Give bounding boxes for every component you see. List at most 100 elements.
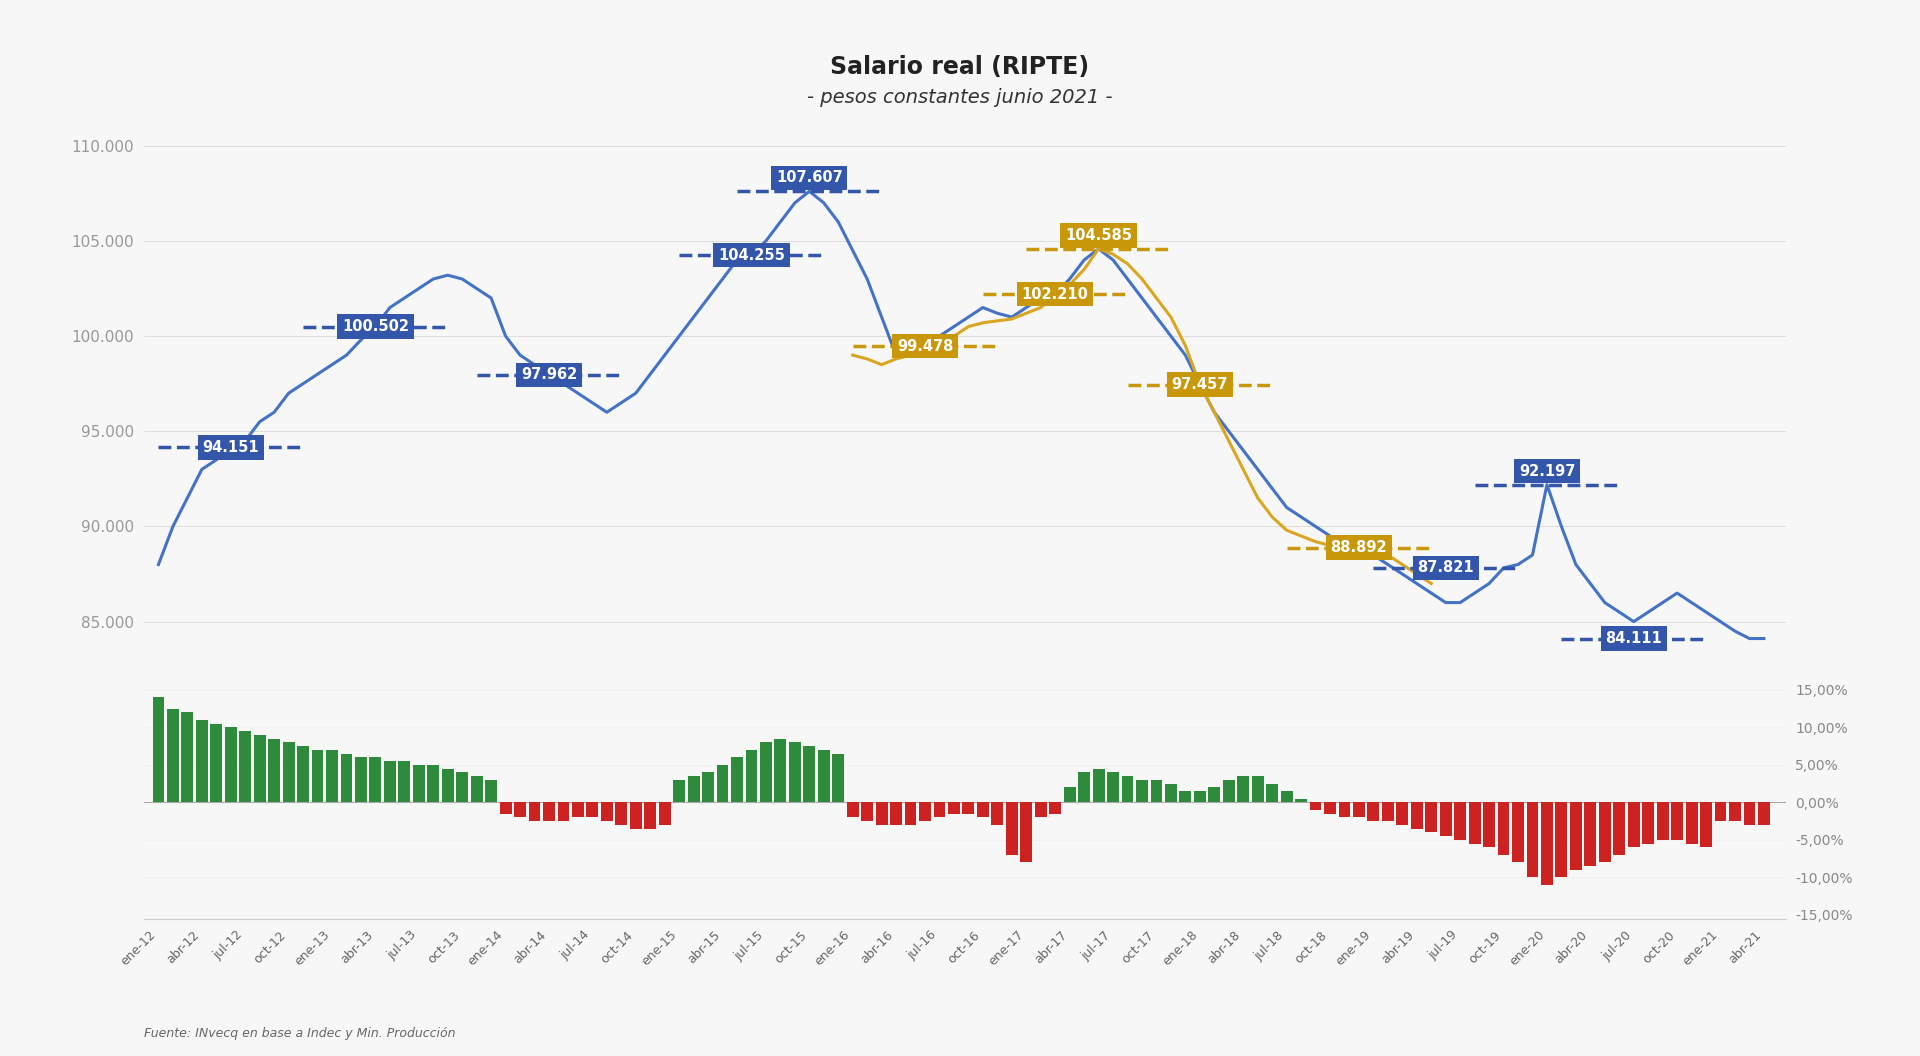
Text: 99.478: 99.478 bbox=[897, 339, 952, 354]
Bar bbox=[991, 803, 1004, 825]
Bar bbox=[847, 803, 858, 817]
Text: 87.821: 87.821 bbox=[1417, 561, 1475, 576]
Bar bbox=[616, 803, 628, 825]
Bar bbox=[876, 803, 887, 825]
Bar bbox=[1137, 780, 1148, 803]
Bar bbox=[225, 728, 236, 803]
Bar bbox=[803, 747, 816, 803]
Bar bbox=[1165, 784, 1177, 803]
Bar bbox=[1730, 803, 1741, 822]
Bar bbox=[831, 754, 845, 803]
Bar bbox=[818, 750, 829, 803]
Bar bbox=[282, 742, 294, 803]
Bar bbox=[586, 803, 599, 817]
Bar bbox=[760, 742, 772, 803]
Bar bbox=[1064, 788, 1075, 803]
Text: 84.111: 84.111 bbox=[1605, 631, 1663, 646]
Bar bbox=[528, 803, 540, 822]
Bar bbox=[240, 731, 252, 803]
Bar bbox=[1715, 803, 1726, 822]
Bar bbox=[601, 803, 612, 822]
Bar bbox=[399, 761, 411, 803]
Text: 100.502: 100.502 bbox=[342, 319, 409, 334]
Bar bbox=[1354, 803, 1365, 817]
Bar bbox=[1526, 803, 1538, 878]
Text: 92.197: 92.197 bbox=[1519, 464, 1574, 478]
Bar bbox=[1325, 803, 1336, 814]
Bar bbox=[1108, 773, 1119, 803]
Bar bbox=[674, 780, 685, 803]
Text: 104.255: 104.255 bbox=[718, 247, 785, 263]
Bar bbox=[904, 803, 916, 825]
Text: 104.585: 104.585 bbox=[1066, 228, 1133, 243]
Bar bbox=[1035, 803, 1046, 817]
Bar bbox=[311, 750, 323, 803]
Bar bbox=[1571, 803, 1582, 870]
Bar bbox=[1396, 803, 1407, 825]
Bar bbox=[499, 803, 511, 814]
Bar bbox=[1411, 803, 1423, 829]
Text: 107.607: 107.607 bbox=[776, 170, 843, 186]
Bar bbox=[1425, 803, 1438, 832]
Bar bbox=[1498, 803, 1509, 855]
Bar bbox=[1092, 769, 1104, 803]
Bar bbox=[862, 803, 874, 822]
Bar bbox=[326, 750, 338, 803]
Bar bbox=[687, 776, 699, 803]
Bar bbox=[1048, 803, 1062, 814]
Bar bbox=[1440, 803, 1452, 836]
Bar bbox=[1542, 803, 1553, 885]
Bar bbox=[152, 697, 165, 803]
Text: Salario real (RIPTE): Salario real (RIPTE) bbox=[831, 55, 1089, 78]
Bar bbox=[1079, 773, 1091, 803]
Bar bbox=[1252, 776, 1263, 803]
Bar bbox=[298, 747, 309, 803]
Bar bbox=[1006, 803, 1018, 855]
Bar bbox=[933, 803, 945, 817]
Bar bbox=[1236, 776, 1250, 803]
Bar bbox=[1642, 803, 1655, 844]
Bar bbox=[1281, 791, 1292, 803]
Bar bbox=[211, 723, 223, 803]
Bar bbox=[1382, 803, 1394, 822]
Bar bbox=[1686, 803, 1697, 844]
Bar bbox=[774, 739, 787, 803]
Bar bbox=[1223, 780, 1235, 803]
Bar bbox=[1179, 791, 1190, 803]
Bar bbox=[167, 709, 179, 803]
Bar bbox=[789, 742, 801, 803]
Bar bbox=[732, 757, 743, 803]
Bar bbox=[442, 769, 453, 803]
Text: 97.962: 97.962 bbox=[520, 367, 578, 382]
Bar bbox=[962, 803, 973, 814]
Bar bbox=[1020, 803, 1033, 863]
Bar bbox=[659, 803, 670, 825]
Text: 102.210: 102.210 bbox=[1021, 286, 1089, 302]
Bar bbox=[369, 757, 382, 803]
Bar bbox=[182, 713, 194, 803]
Bar bbox=[1670, 803, 1684, 840]
Bar bbox=[920, 803, 931, 822]
Bar bbox=[1599, 803, 1611, 863]
Bar bbox=[572, 803, 584, 817]
Bar bbox=[1657, 803, 1668, 840]
Bar bbox=[630, 803, 641, 829]
Text: Fuente: INvecq en base a Indec y Min. Producción: Fuente: INvecq en base a Indec y Min. Pr… bbox=[144, 1027, 455, 1040]
Bar bbox=[384, 761, 396, 803]
Bar bbox=[196, 720, 207, 803]
Bar bbox=[253, 735, 265, 803]
Bar bbox=[1469, 803, 1480, 844]
Bar bbox=[413, 765, 424, 803]
Bar bbox=[1513, 803, 1524, 863]
Bar bbox=[428, 765, 440, 803]
Bar bbox=[1759, 803, 1770, 825]
Bar bbox=[557, 803, 570, 822]
Bar bbox=[1265, 784, 1279, 803]
Bar bbox=[645, 803, 657, 829]
Bar bbox=[1194, 791, 1206, 803]
Bar bbox=[515, 803, 526, 817]
Bar bbox=[1699, 803, 1713, 848]
Bar bbox=[1555, 803, 1567, 878]
Bar bbox=[1743, 803, 1755, 825]
Bar bbox=[1208, 788, 1221, 803]
